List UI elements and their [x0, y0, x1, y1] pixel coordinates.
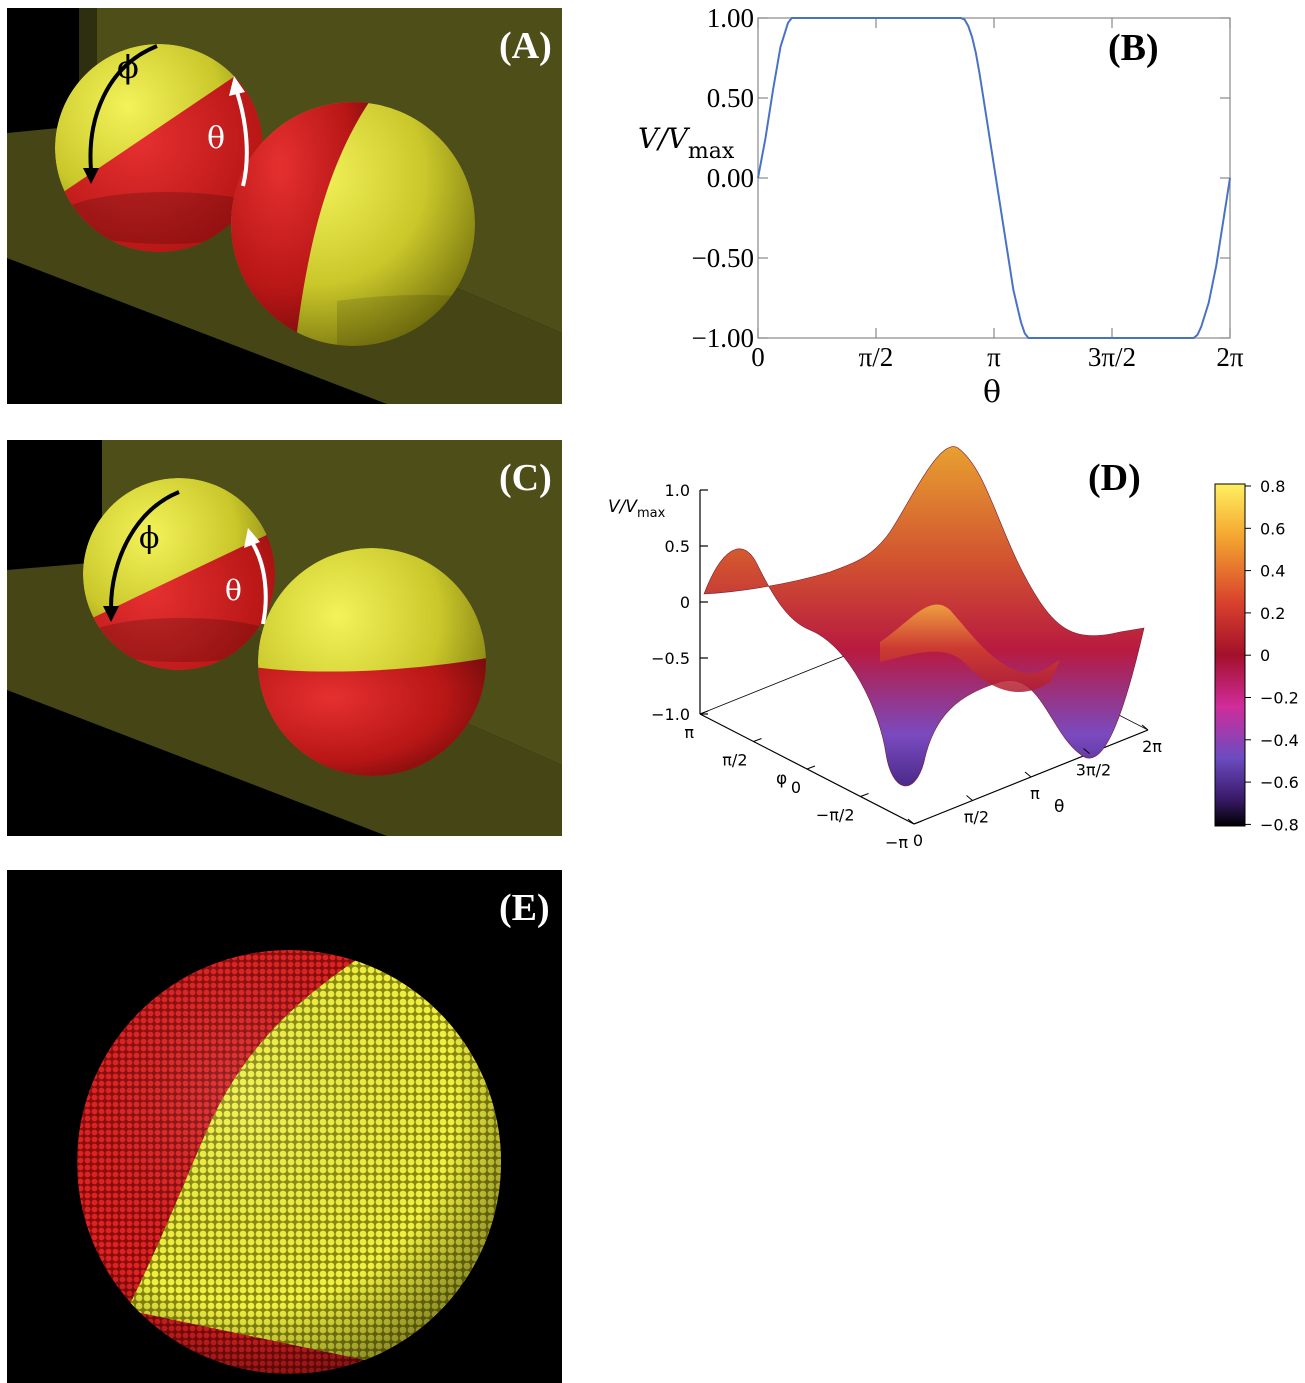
z-tick-label: −0.5	[651, 649, 690, 668]
x-tick-label: 0	[751, 342, 765, 372]
z-tick-label: 0	[680, 593, 690, 612]
y-tick-label: 0.00	[707, 163, 754, 193]
x-tick-label: π	[987, 342, 1001, 372]
z-tick-label: 1.0	[665, 481, 690, 500]
panel-b: 0 π/2 π 3π/2 2π 1.00 0.50 0.00 −0.50 −1.00 (B) V/…	[620, 0, 1260, 410]
theta-tick-label: 0	[913, 831, 923, 850]
phi-tick-label: −π/2	[816, 806, 855, 825]
phi-tick-mark	[860, 793, 869, 797]
theta-tick-mark	[966, 795, 973, 801]
phi-tick-mark	[699, 710, 709, 715]
series-line	[757, 17, 1231, 339]
y-axis-label: V/Vmax	[638, 122, 735, 164]
colorbar-tick-label: 0.2	[1260, 604, 1285, 623]
panel-e-render: (E)	[7, 870, 562, 1383]
panel-label-c: (C)	[499, 457, 552, 499]
y-tick-label: −1.00	[692, 323, 754, 353]
nanoparticle-sphere	[77, 950, 501, 1374]
panel-a-render: ϕ θ (A)	[7, 8, 562, 404]
panel-a: ϕ θ (A)	[7, 8, 562, 404]
y-tick-label: 1.00	[707, 3, 754, 33]
phi-label: ϕ	[139, 521, 159, 556]
colorbar-tick-label: 0.8	[1260, 477, 1285, 496]
panel-d: 1.0 0.5 0 −0.5 −1.0 V/Vmax π π/2 0 −π/2 −π φ 0 π/…	[580, 432, 1305, 850]
theta-tick-mark	[1024, 771, 1032, 778]
potential-line-chart: 0 π/2 π 3π/2 2π 1.00 0.50 0.00 −0.50 −1.00 (B) V/…	[638, 3, 1244, 410]
theta-tick-label: π	[1030, 784, 1040, 803]
phi-tick-label: π	[684, 723, 694, 742]
colorbar-tick-label: 0	[1260, 646, 1270, 665]
theta-label: θ	[225, 574, 242, 607]
colorbar-tick-label: 0.4	[1260, 562, 1285, 581]
y-tick-label: −0.50	[692, 243, 754, 273]
panel-label-b: (B)	[1108, 27, 1159, 69]
colorbar-tick-label: −0.2	[1260, 689, 1299, 708]
plot-frame	[757, 17, 1231, 339]
theta-tick-label: 3π/2	[1076, 761, 1111, 780]
phi-axis-label: φ	[776, 769, 787, 789]
panel-e: (E)	[7, 870, 562, 1383]
z-tick-label: 0.5	[665, 537, 690, 556]
y-tick-label: 0.50	[707, 83, 754, 113]
panel-label-d: (D)	[1088, 457, 1141, 499]
theta-label: θ	[207, 121, 225, 156]
theta-tick-mark	[907, 818, 915, 825]
theta-tick-mark	[1083, 748, 1090, 754]
z-axis-label: V/Vmax	[608, 497, 666, 521]
phi-tick-mark	[806, 765, 816, 770]
panel-c-render: ϕ θ (C)	[7, 440, 562, 836]
colorbar-tick-label: −0.4	[1260, 731, 1299, 750]
colorbar-tick-label: −0.8	[1260, 815, 1299, 834]
panel-label-a: (A)	[499, 25, 552, 67]
z-tick-label: −1.0	[651, 705, 690, 724]
theta-axis-label: θ	[1054, 797, 1064, 817]
x-tick-label: π/2	[859, 342, 894, 372]
phi-tick-mark	[753, 738, 762, 742]
theta-tick-label: 2π	[1142, 737, 1162, 756]
colorbar-tick-label: −0.6	[1260, 773, 1299, 792]
phi-tick-label: −π	[885, 833, 908, 850]
phi-label: ϕ	[117, 48, 139, 86]
x-axis-label: θ	[983, 375, 1001, 410]
colorbar	[1214, 483, 1246, 827]
janus-sphere-2	[231, 102, 475, 346]
colorbar-tick-label: 0.6	[1260, 519, 1285, 538]
phi-tick-label: 0	[791, 778, 801, 797]
theta-tick-mark	[1141, 724, 1149, 731]
panel-d-surface-plot: 1.0 0.5 0 −0.5 −1.0 V/Vmax π π/2 0 −π/2 −π φ 0 π/…	[608, 446, 1299, 850]
phi-tick-mark	[913, 820, 923, 825]
panel-c: ϕ θ (C)	[7, 440, 562, 836]
theta-tick-label: π/2	[964, 808, 989, 827]
panel-label-e: (E)	[499, 887, 550, 929]
janus-sphere-1	[83, 478, 275, 670]
x-tick-label: 3π/2	[1088, 342, 1136, 372]
x-tick-label: 2π	[1216, 342, 1244, 372]
phi-tick-label: π/2	[722, 751, 747, 770]
